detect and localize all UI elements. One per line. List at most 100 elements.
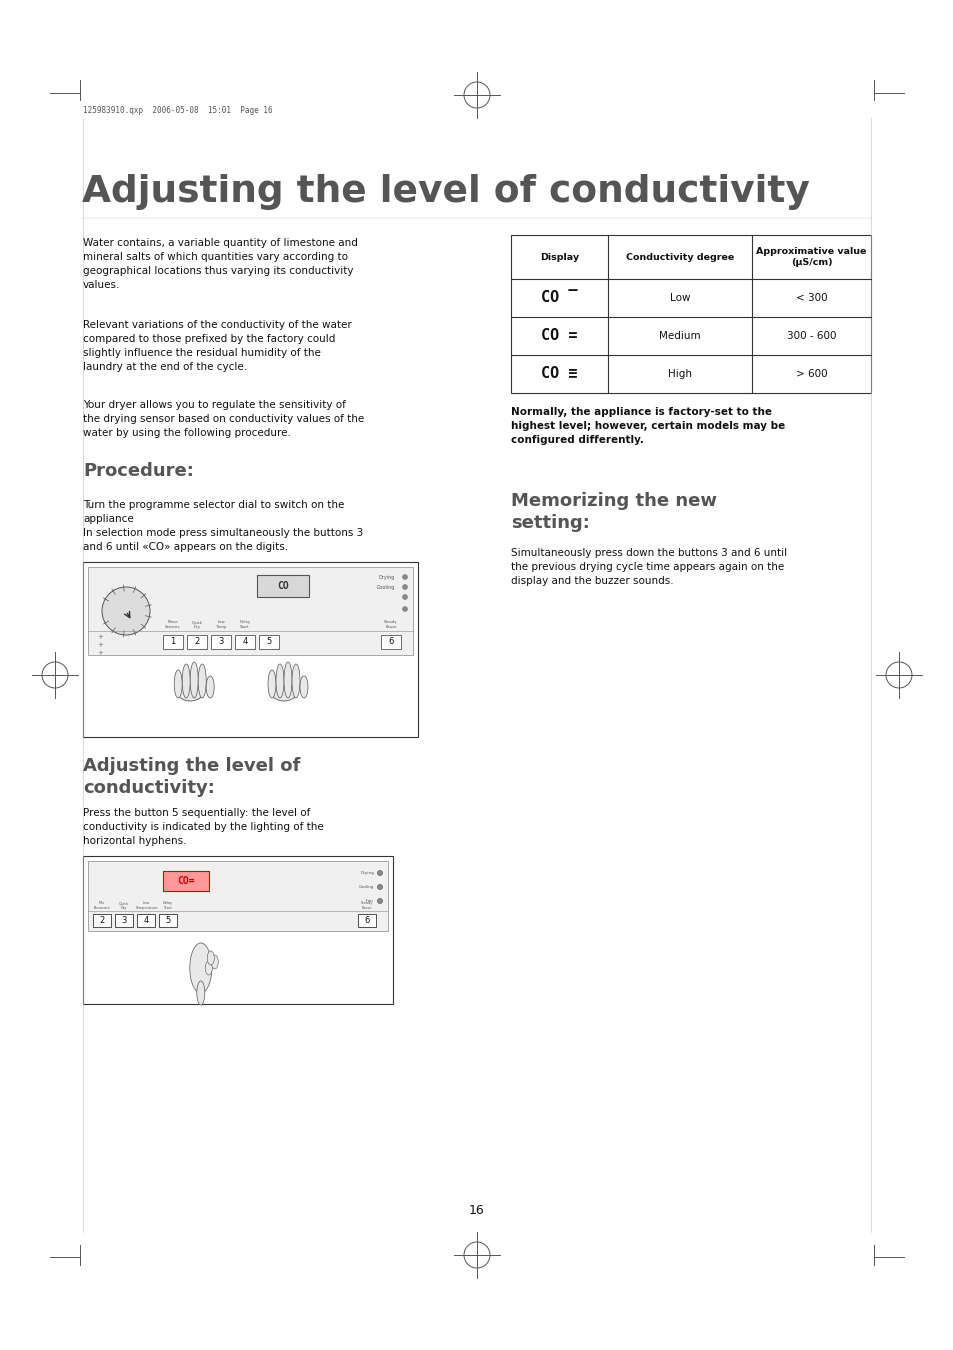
Text: Approximative value
(μS/cm): Approximative value (μS/cm) (756, 247, 866, 267)
Text: Drying: Drying (360, 871, 374, 875)
Ellipse shape (284, 662, 292, 698)
Text: 5: 5 (165, 917, 171, 925)
Text: 2: 2 (99, 917, 105, 925)
Ellipse shape (211, 954, 218, 969)
Circle shape (377, 899, 382, 903)
Text: CO ‾: CO ‾ (540, 290, 578, 305)
Ellipse shape (207, 950, 214, 965)
Bar (88, 861, 388, 932)
Bar (211, 634, 231, 649)
Bar (137, 914, 154, 927)
Text: 3: 3 (218, 637, 223, 647)
Bar (115, 914, 132, 927)
Text: 125983910.qxp  2006-05-08  15:01  Page 16: 125983910.qxp 2006-05-08 15:01 Page 16 (83, 107, 273, 115)
Text: Adjusting the level of
conductivity:: Adjusting the level of conductivity: (83, 757, 300, 798)
Text: Press the button 5 sequentially: the level of
conductivity is indicated by the l: Press the button 5 sequentially: the lev… (83, 809, 323, 846)
Circle shape (377, 884, 382, 890)
Ellipse shape (182, 664, 190, 698)
Ellipse shape (190, 662, 198, 698)
Text: Conductivity degree: Conductivity degree (625, 252, 734, 262)
Ellipse shape (299, 676, 308, 698)
Text: +: + (97, 634, 103, 640)
Ellipse shape (196, 981, 205, 1004)
Text: Quick
Dry: Quick Dry (192, 621, 202, 629)
Bar (511, 235, 870, 393)
Bar (357, 914, 375, 927)
Ellipse shape (206, 676, 214, 698)
Text: +: + (97, 649, 103, 656)
Bar (256, 575, 309, 597)
Text: Turn the programme selector dial to switch on the
appliance: Turn the programme selector dial to swit… (83, 500, 344, 524)
Circle shape (402, 575, 407, 579)
Bar (234, 634, 254, 649)
Circle shape (102, 587, 150, 634)
Text: Display: Display (539, 252, 578, 262)
Text: Low: Low (669, 293, 690, 302)
Text: Delay
Start: Delay Start (239, 621, 251, 629)
Circle shape (377, 884, 382, 890)
Text: 1: 1 (171, 637, 175, 647)
Circle shape (402, 585, 407, 590)
Text: Mix
Bouncers: Mix Bouncers (93, 902, 111, 910)
Text: 6: 6 (388, 637, 394, 647)
Text: Drying: Drying (378, 575, 395, 579)
Ellipse shape (190, 944, 212, 994)
Text: 4: 4 (242, 637, 248, 647)
Text: 300 - 600: 300 - 600 (786, 331, 836, 342)
Ellipse shape (174, 670, 182, 698)
Text: Rinse
Sensors: Rinse Sensors (165, 621, 180, 629)
Bar (163, 871, 209, 891)
Text: < 300: < 300 (795, 293, 826, 302)
Text: 6: 6 (364, 917, 370, 925)
Text: CO: CO (276, 580, 289, 591)
Bar (83, 562, 417, 737)
Bar (83, 856, 393, 1004)
Ellipse shape (198, 664, 206, 698)
Text: Adjusting the level of conductivity: Adjusting the level of conductivity (82, 174, 809, 211)
Ellipse shape (268, 670, 275, 698)
Text: Normally, the appliance is factory-set to the
highest level; however, certain mo: Normally, the appliance is factory-set t… (511, 406, 784, 446)
Ellipse shape (270, 679, 297, 701)
Text: Steady
Pause: Steady Pause (384, 621, 397, 629)
Text: Iron: Iron (366, 899, 374, 903)
Text: Cooling: Cooling (358, 886, 374, 890)
Text: Cooling: Cooling (376, 585, 395, 590)
Bar (258, 634, 278, 649)
Circle shape (402, 606, 407, 612)
Circle shape (377, 871, 382, 876)
Ellipse shape (292, 664, 299, 698)
Text: In selection mode press simultaneously the buttons 3
and 6 until «CO» appears on: In selection mode press simultaneously t… (83, 528, 363, 552)
Text: Water contains, a variable quantity of limestone and
mineral salts of which quan: Water contains, a variable quantity of l… (83, 238, 357, 290)
Text: 2: 2 (194, 637, 199, 647)
Bar (159, 914, 177, 927)
Text: Procedure:: Procedure: (83, 462, 193, 481)
Text: 3: 3 (121, 917, 127, 925)
Text: Low
Temperature: Low Temperature (134, 902, 157, 910)
Text: > 600: > 600 (795, 369, 826, 379)
Text: CO=: CO= (177, 876, 194, 886)
Ellipse shape (205, 961, 213, 975)
Text: 16: 16 (469, 1203, 484, 1216)
Text: Your dryer allows you to regulate the sensitivity of
the drying sensor based on : Your dryer allows you to regulate the se… (83, 400, 364, 437)
Circle shape (402, 594, 407, 599)
Text: CO ≡: CO ≡ (540, 366, 578, 382)
Text: +: + (97, 643, 103, 648)
Text: Medium: Medium (659, 331, 700, 342)
Bar (163, 634, 183, 649)
Text: Delay
Start: Delay Start (163, 902, 172, 910)
Text: Quick
Dry: Quick Dry (119, 902, 129, 910)
Circle shape (377, 899, 382, 903)
Bar (88, 567, 413, 655)
Text: Simultaneously press down the buttons 3 and 6 until
the previous drying cycle ti: Simultaneously press down the buttons 3 … (511, 548, 786, 586)
Text: High: High (667, 369, 692, 379)
Text: 5: 5 (266, 637, 272, 647)
Bar (92, 914, 111, 927)
Bar (187, 634, 207, 649)
Text: CO =: CO = (540, 328, 578, 343)
Ellipse shape (275, 664, 284, 698)
Circle shape (377, 871, 382, 876)
Text: Relevant variations of the conductivity of the water
compared to those prefixed : Relevant variations of the conductivity … (83, 320, 352, 373)
Text: Memorizing the new
setting:: Memorizing the new setting: (511, 491, 717, 532)
Text: Steady
Pause: Steady Pause (360, 902, 373, 910)
Text: 4: 4 (143, 917, 149, 925)
